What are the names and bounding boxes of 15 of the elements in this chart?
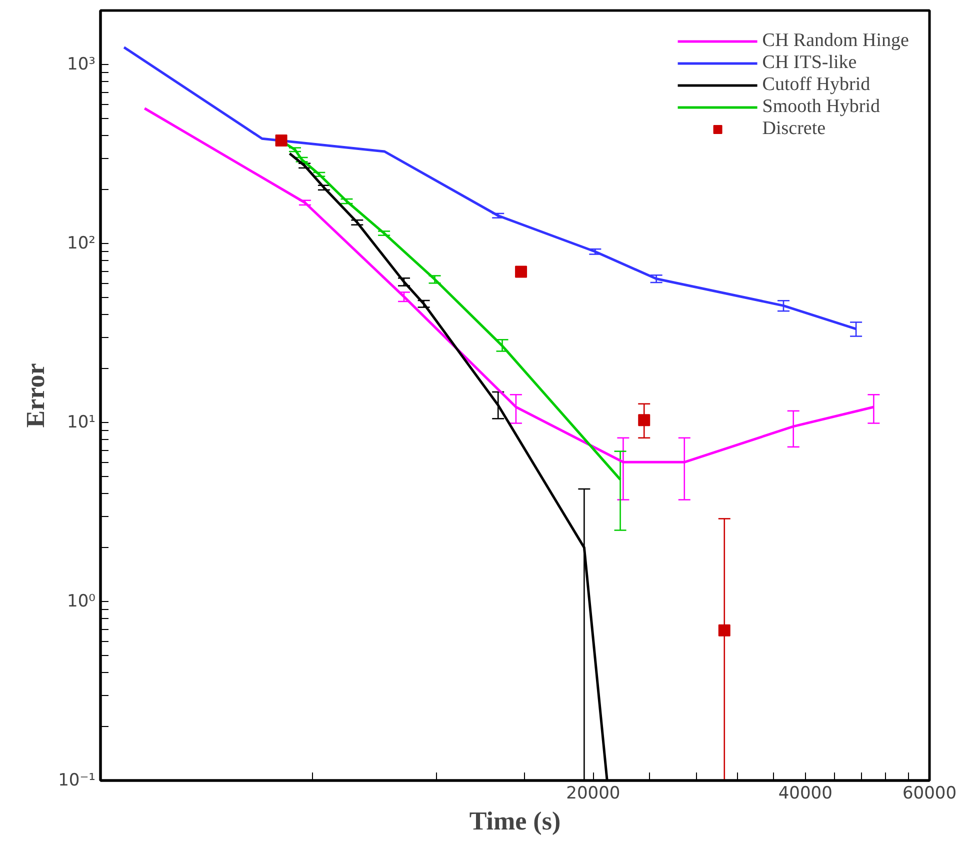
x-tick-label: 40000 xyxy=(778,784,832,804)
x-axis-title: Time (s) xyxy=(469,806,561,836)
legend-label: Cutoff Hybrid xyxy=(762,74,870,96)
legend-label: CH Random Hinge xyxy=(762,30,909,52)
legend-label: CH ITS-like xyxy=(762,52,857,74)
y-tick-label: 10³ xyxy=(67,54,96,74)
y-tick-label: 10⁻¹ xyxy=(58,770,96,790)
legend-label: Discrete xyxy=(762,118,826,140)
y-tick-label: 10⁰ xyxy=(67,591,96,612)
y-tick-label: 10² xyxy=(67,233,96,254)
x-tick-label: 60000 xyxy=(902,784,957,804)
legend-label: Smooth Hybrid xyxy=(762,96,880,118)
x-tick-label: 20000 xyxy=(566,784,620,804)
y-tick-label: 10¹ xyxy=(67,412,96,432)
y-axis-title: Error xyxy=(21,363,50,428)
